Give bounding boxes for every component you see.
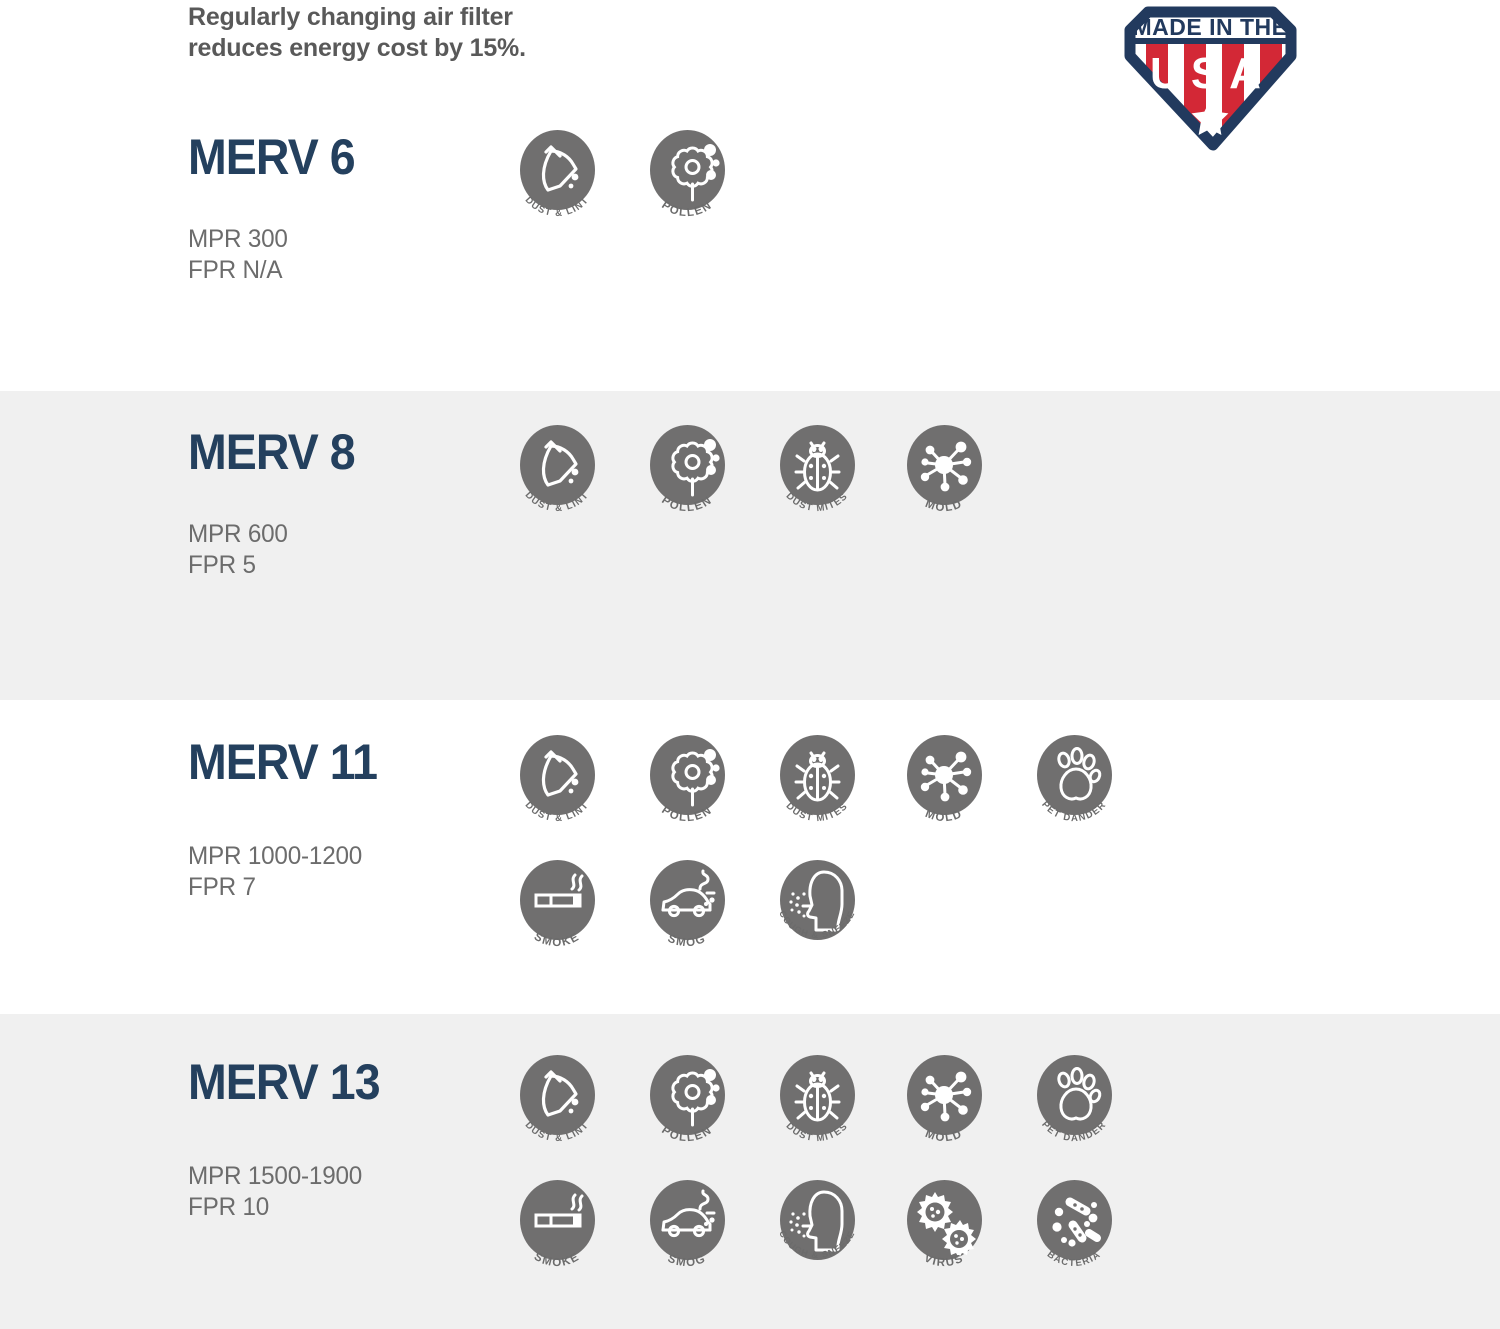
icon-dust-mites[interactable]: DUST MITES bbox=[773, 735, 861, 845]
icon-mold[interactable]: MOLD bbox=[900, 425, 988, 535]
virus-icon bbox=[906, 1180, 982, 1260]
merv-row-3: MERV 13 MPR 1500-1900 FPR 10 DUST & LINT… bbox=[0, 1055, 1500, 1305]
dustpan-icon bbox=[519, 425, 595, 505]
icon-mold[interactable]: MOLD bbox=[900, 735, 988, 845]
icon-pollen[interactable]: POLLEN bbox=[643, 735, 731, 845]
merv-icon-grid: DUST & LINT POLLEN DUST MITES MOLD PET DANDE… bbox=[513, 1055, 1213, 1305]
icon-virus[interactable]: VIRUS bbox=[900, 1180, 988, 1290]
merv-title: MERV 8 bbox=[188, 424, 356, 480]
merv-icon-grid: DUST & LINT POLLEN bbox=[513, 130, 1213, 255]
merv-row-0: MERV 6 MPR 300 FPR N/A DUST & LINT POLLEN bbox=[0, 130, 1500, 330]
merv-label-col: MERV 13 MPR 1500-1900 FPR 10 bbox=[188, 1055, 488, 1223]
icon-pet-dander[interactable]: PET DANDER bbox=[1030, 735, 1118, 845]
icon-dust-mites[interactable]: DUST MITES bbox=[773, 425, 861, 535]
merv-title: MERV 11 bbox=[188, 734, 378, 790]
merv-title: MERV 6 bbox=[188, 129, 356, 185]
merv-icon-row: DUST & LINT POLLEN DUST MITES MOLD bbox=[513, 425, 1213, 550]
icon-smog[interactable]: SMOG bbox=[643, 1180, 731, 1290]
merv-subtext: MPR 1500-1900 FPR 10 bbox=[188, 1162, 363, 1221]
merv-icon-row: DUST & LINT POLLEN DUST MITES MOLD PET DANDE… bbox=[513, 735, 1213, 860]
icon-cough-sneeze[interactable]: COUGH & SNEEZE bbox=[773, 1180, 861, 1290]
icon-smoke[interactable]: SMOKE bbox=[513, 860, 601, 970]
icon-pollen[interactable]: POLLEN bbox=[643, 1055, 731, 1165]
flower-icon bbox=[649, 130, 725, 210]
band-merv8 bbox=[0, 391, 1500, 700]
merv-subtext: MPR 600 FPR 5 bbox=[188, 520, 288, 579]
head-sneeze-icon bbox=[779, 860, 855, 940]
car-exhaust-icon bbox=[649, 1180, 725, 1260]
mold-spore-icon bbox=[906, 735, 982, 815]
merv-label-col: MERV 11 MPR 1000-1200 FPR 7 bbox=[188, 735, 488, 903]
made-in-usa-badge: MADE IN THE USA bbox=[1108, 4, 1313, 156]
merv-icon-grid: DUST & LINT POLLEN DUST MITES MOLD PET DANDE… bbox=[513, 735, 1213, 985]
star-icon bbox=[1191, 100, 1229, 135]
merv-subtext: MPR 300 FPR N/A bbox=[188, 225, 288, 284]
mold-spore-icon bbox=[906, 425, 982, 505]
paw-icon bbox=[1036, 1055, 1112, 1135]
dustpan-icon bbox=[519, 735, 595, 815]
bacteria-icon bbox=[1036, 1180, 1112, 1260]
mite-icon bbox=[779, 425, 855, 505]
icon-pollen[interactable]: POLLEN bbox=[643, 425, 731, 535]
mold-spore-icon bbox=[906, 1055, 982, 1135]
flower-icon bbox=[649, 1055, 725, 1135]
merv-row-2: MERV 11 MPR 1000-1200 FPR 7 DUST & LINT P… bbox=[0, 735, 1500, 985]
car-exhaust-icon bbox=[649, 860, 725, 940]
icon-smog[interactable]: SMOG bbox=[643, 860, 731, 970]
icon-mold[interactable]: MOLD bbox=[900, 1055, 988, 1165]
icon-dust-mites[interactable]: DUST MITES bbox=[773, 1055, 861, 1165]
merv-icon-row: DUST & LINT POLLEN bbox=[513, 130, 1213, 255]
merv-icon-grid: DUST & LINT POLLEN DUST MITES MOLD bbox=[513, 425, 1213, 550]
badge-main-text: USA bbox=[1150, 49, 1270, 98]
headline-text: Regularly changing air filter reduces en… bbox=[188, 3, 526, 62]
icon-dust-lint[interactable]: DUST & LINT bbox=[513, 425, 601, 535]
merv-subtext: MPR 1000-1200 FPR 7 bbox=[188, 842, 363, 901]
band-merv13 bbox=[0, 1014, 1500, 1329]
dustpan-icon bbox=[519, 1055, 595, 1135]
merv-icon-row: DUST & LINT POLLEN DUST MITES MOLD PET DANDE… bbox=[513, 1055, 1213, 1180]
flower-icon bbox=[649, 735, 725, 815]
merv-icon-row: SMOKE SMOG COUGH & SNEEZE bbox=[513, 860, 1213, 985]
merv-label-col: MERV 8 MPR 600 FPR 5 bbox=[188, 425, 488, 581]
dustpan-icon bbox=[519, 130, 595, 210]
badge-top-text: MADE IN THE bbox=[1133, 14, 1288, 40]
icon-dust-lint[interactable]: DUST & LINT bbox=[513, 130, 601, 240]
merv-row-1: MERV 8 MPR 600 FPR 5 DUST & LINT POLLEN DU… bbox=[0, 425, 1500, 625]
merv-icon-row: SMOKE SMOG COUGH & SNEEZE VIRUS BACTERIA bbox=[513, 1180, 1213, 1305]
mite-icon bbox=[779, 735, 855, 815]
flower-icon bbox=[649, 425, 725, 505]
icon-cough-sneeze[interactable]: COUGH & SNEEZE bbox=[773, 860, 861, 970]
cigarette-icon bbox=[519, 1180, 595, 1260]
icon-dust-lint[interactable]: DUST & LINT bbox=[513, 1055, 601, 1165]
mite-icon bbox=[779, 1055, 855, 1135]
cigarette-icon bbox=[519, 860, 595, 940]
merv-title: MERV 13 bbox=[188, 1054, 381, 1110]
merv-label-col: MERV 6 MPR 300 FPR N/A bbox=[188, 130, 488, 286]
icon-pollen[interactable]: POLLEN bbox=[643, 130, 731, 240]
icon-dust-lint[interactable]: DUST & LINT bbox=[513, 735, 601, 845]
head-sneeze-icon bbox=[779, 1180, 855, 1260]
icon-smoke[interactable]: SMOKE bbox=[513, 1180, 601, 1290]
paw-icon bbox=[1036, 735, 1112, 815]
icon-pet-dander[interactable]: PET DANDER bbox=[1030, 1055, 1118, 1165]
icon-bacteria[interactable]: BACTERIA bbox=[1030, 1180, 1118, 1290]
